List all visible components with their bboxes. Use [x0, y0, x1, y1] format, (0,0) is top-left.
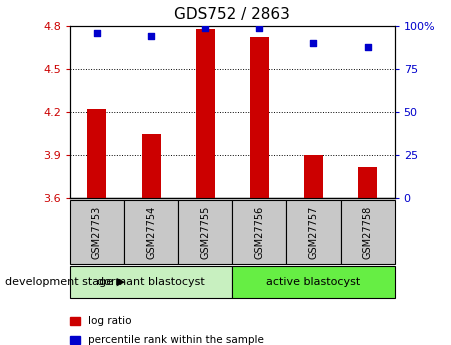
Bar: [142, 134, 161, 198]
Point: [310, 40, 317, 46]
Bar: [250, 37, 269, 198]
Text: log ratio: log ratio: [88, 316, 131, 326]
Title: GDS752 / 2863: GDS752 / 2863: [175, 7, 290, 22]
Point: [202, 25, 209, 30]
Text: dormant blastocyst: dormant blastocyst: [97, 277, 205, 287]
Text: development stage ▶: development stage ▶: [5, 277, 124, 287]
Text: GSM27757: GSM27757: [308, 205, 318, 259]
Text: GSM27754: GSM27754: [146, 205, 156, 259]
Point: [256, 25, 263, 30]
Text: GSM27756: GSM27756: [254, 205, 264, 259]
Text: GSM27758: GSM27758: [363, 205, 373, 259]
Text: percentile rank within the sample: percentile rank within the sample: [88, 335, 264, 345]
Point: [147, 33, 155, 39]
Bar: [196, 29, 215, 198]
Text: active blastocyst: active blastocyst: [267, 277, 360, 287]
Bar: [304, 155, 323, 198]
Bar: [87, 109, 106, 198]
Text: GSM27755: GSM27755: [200, 205, 210, 259]
Bar: [358, 167, 377, 198]
Point: [364, 44, 371, 49]
Text: GSM27753: GSM27753: [92, 205, 102, 259]
Point: [93, 30, 101, 36]
